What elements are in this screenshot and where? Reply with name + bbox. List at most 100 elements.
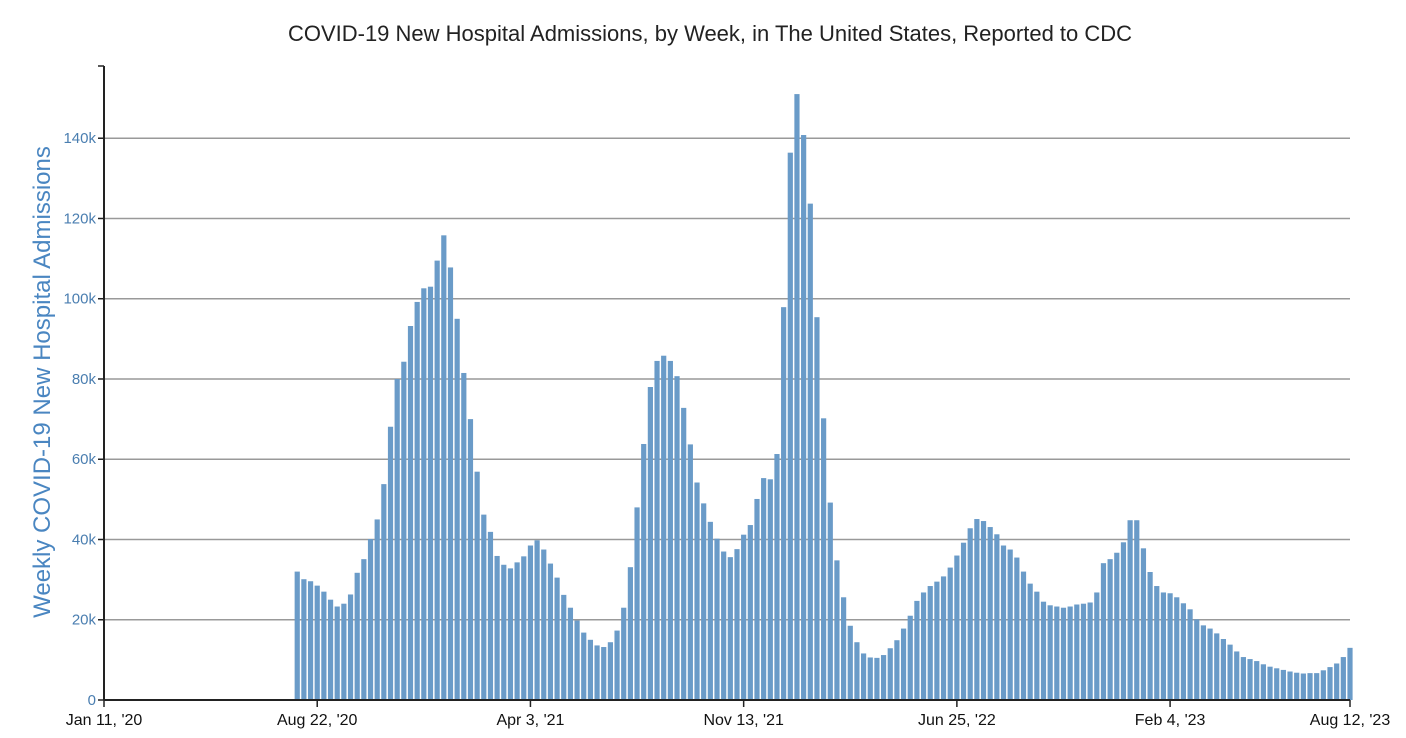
bar	[767, 479, 773, 700]
bar	[1274, 668, 1280, 700]
x-tick-label: Apr 3, '21	[496, 712, 564, 729]
bar	[1047, 605, 1053, 700]
bar	[594, 645, 600, 700]
bar	[794, 94, 800, 701]
bar	[1307, 673, 1313, 700]
bar	[927, 586, 933, 700]
bar	[574, 620, 580, 700]
bar	[1014, 557, 1020, 700]
bar	[1140, 548, 1147, 700]
bar	[727, 557, 733, 700]
bar	[434, 260, 440, 700]
bar	[821, 418, 827, 700]
bar	[900, 628, 907, 700]
bar	[814, 317, 820, 700]
bar	[1327, 667, 1333, 700]
bar	[347, 594, 354, 700]
bar	[1227, 644, 1233, 700]
bar	[634, 507, 640, 700]
bar	[1180, 603, 1187, 700]
bar	[1314, 673, 1320, 700]
bar	[374, 519, 380, 700]
bar	[1267, 666, 1273, 700]
bar	[1214, 633, 1220, 700]
bar	[667, 360, 673, 700]
y-tick-label: 80k	[72, 371, 97, 388]
bar	[701, 503, 707, 700]
bar	[661, 355, 667, 700]
bar	[461, 372, 467, 700]
bar	[534, 540, 540, 700]
bar	[1040, 601, 1047, 700]
bar	[801, 135, 807, 700]
bar	[1094, 592, 1100, 700]
bar	[1320, 670, 1326, 700]
bar	[987, 527, 993, 700]
bar	[1160, 592, 1167, 700]
bar	[421, 288, 427, 700]
bar	[1207, 628, 1213, 700]
bar	[1280, 669, 1286, 700]
bar	[314, 585, 320, 700]
bar	[481, 514, 487, 700]
bar	[687, 444, 693, 700]
bar	[1134, 520, 1140, 700]
bar	[554, 577, 560, 700]
bar	[394, 378, 400, 700]
bar	[994, 534, 1000, 700]
y-tick-label: 140k	[63, 130, 96, 147]
bar	[1067, 606, 1073, 700]
bar	[294, 571, 300, 700]
bar	[1027, 583, 1033, 700]
bar	[1234, 651, 1240, 700]
bar	[301, 579, 307, 700]
bar	[501, 564, 507, 700]
bar	[754, 498, 760, 700]
bar	[1054, 606, 1060, 700]
bar	[854, 642, 860, 700]
bar	[974, 519, 980, 700]
bar	[514, 562, 520, 700]
x-tick-label: Feb 4, '23	[1135, 712, 1206, 729]
bar	[1220, 639, 1226, 700]
bar	[1007, 549, 1013, 700]
bar	[454, 318, 460, 700]
bar	[361, 559, 367, 700]
bar	[734, 549, 740, 700]
bar	[1107, 559, 1113, 700]
y-tick-label: 0	[88, 692, 96, 709]
bar	[367, 539, 374, 700]
bar	[867, 657, 873, 700]
bar	[787, 152, 793, 701]
bar	[327, 599, 334, 700]
bar	[381, 484, 387, 700]
bar	[1260, 664, 1266, 700]
bar	[714, 538, 720, 700]
bar	[1187, 609, 1193, 700]
bar	[614, 630, 620, 700]
bar	[494, 555, 500, 700]
bar	[1334, 663, 1340, 700]
bar	[1080, 603, 1087, 700]
bar	[874, 657, 880, 700]
bar	[747, 525, 753, 700]
bar	[807, 203, 813, 700]
bar	[567, 607, 574, 700]
bar	[674, 376, 680, 700]
bar	[920, 592, 927, 700]
y-axis: 0 20k 40k 60k 80k 100k 120k 140k	[63, 65, 105, 709]
x-tick-label: Jan 11, '20	[66, 712, 143, 729]
bar	[407, 326, 414, 700]
bar	[1127, 520, 1133, 700]
gridlines	[104, 137, 1350, 621]
bar	[1247, 659, 1253, 700]
bar	[1147, 572, 1153, 700]
bar	[487, 531, 494, 700]
bar	[834, 560, 840, 700]
bar	[387, 426, 394, 700]
bar	[860, 653, 867, 700]
bar	[761, 478, 767, 700]
bar	[1074, 604, 1080, 700]
bar	[1240, 657, 1246, 700]
